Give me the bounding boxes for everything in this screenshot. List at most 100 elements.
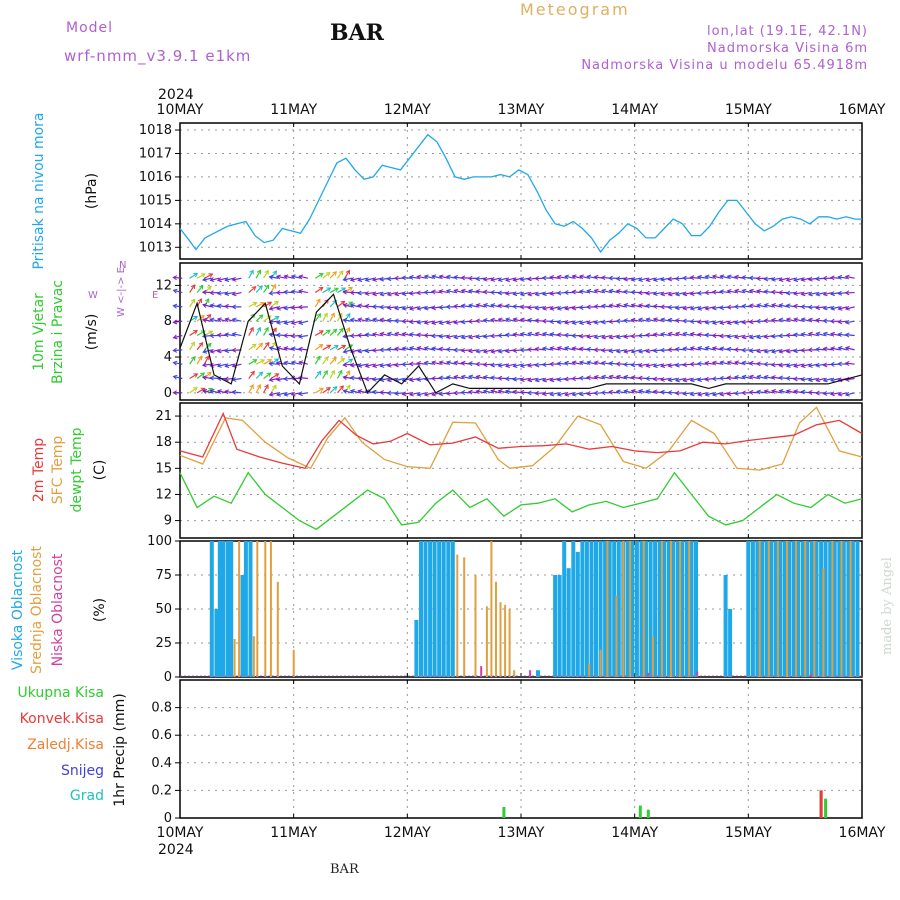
wind-arrow-head [224,317,230,323]
bar [804,541,807,677]
wind-arrow-head [275,376,281,382]
wind-arrow [173,276,183,279]
bar [474,575,477,677]
wind-arrow-head [571,346,577,352]
y-tick-label: 1016 [139,170,172,185]
wind-arrow-head [542,377,547,383]
wind-arrow-head [371,332,377,337]
date-label-bottom: 11MAY [270,825,317,841]
wind-arrow [697,276,707,279]
wind-arrow-head [600,390,606,396]
wind-arrow-head [763,361,769,367]
wind-arrow-head [438,391,444,397]
wind-arrow-head [593,347,599,353]
wind-arrow-head [209,362,215,368]
wind-arrow [816,377,826,382]
wind-arrow-head [638,348,643,354]
wind-arrow-head [348,286,354,292]
wind-arrow-head [556,290,562,296]
wind-arrow [594,320,604,324]
bar [662,541,667,677]
wind-arrow-head [431,320,437,326]
wind-arrow [845,362,855,365]
wind-arrow [564,306,574,310]
wind-arrow-head [770,317,776,323]
bar [755,541,760,677]
wind-arrow [189,299,196,308]
wind-arrow [520,333,530,337]
wind-arrow-head [645,363,651,368]
wind-arrow-head [339,327,344,333]
precip-legend-total: Ukupna Kisa [17,685,104,701]
wind-arrow-head [830,291,835,297]
wind-arrow-head [283,346,289,352]
wind-arrow-head [549,275,554,280]
wind-arrow-head [445,288,451,294]
wind-arrow-head [734,319,739,325]
wind-arrow-head [793,348,798,354]
wind-arrow [263,315,272,322]
wind-arrow-head [815,346,820,352]
wind-arrow [587,320,597,324]
wind-arrow-head [741,347,746,353]
date-label-bottom: 15MAY [725,825,772,841]
wind-arrow [816,363,826,367]
wind-arrow-head [401,331,407,337]
wind-arrow [424,306,434,310]
wind-arrow-head [571,391,577,397]
precip-unit: 1hr Precip (mm) [112,693,128,806]
y-tick-label: 0 [164,811,172,826]
wind-arrow [742,289,752,294]
wind-arrow-head [837,346,843,351]
wind-arrow-head [393,318,399,324]
wind-arrow [337,344,346,351]
wind-arrow-head [623,361,628,367]
wind-arrow-head [527,291,533,297]
wind-arrow [358,390,368,394]
wind-arrow-head [726,333,732,339]
wind-arrow [520,363,530,367]
wind-arrow-head [453,334,459,340]
wind-arrow-head [326,344,332,350]
wind-arrow-head [734,334,739,340]
wind-arrow [365,277,375,281]
wind-arrow-head [600,303,606,309]
wind-arrow-head [593,288,599,294]
wind-arrow-head [460,275,466,281]
wind-arrow-head [527,276,532,282]
wind-arrow-head [349,362,355,368]
wind-arrow [683,306,693,310]
wind-arrow-head [202,303,208,308]
wind-arrow [801,377,811,381]
date-label-bottom: 16MAY [839,825,886,841]
wind-arrow [601,375,611,380]
wind-arrow-head [172,360,178,366]
wind-arrow [720,320,730,325]
wind-arrow [255,384,261,394]
wind-arrow-head [660,291,666,297]
wind-arrow [616,277,626,280]
wind-arrow-head [815,317,821,323]
wind-arrow [697,392,707,396]
wind-arrow-head [202,348,208,354]
wind-arrow [734,276,744,279]
wind-arrow-head [438,333,444,339]
y-tick-label: 18 [155,435,172,450]
wind-arrow-head [475,318,480,324]
wind-arrow-head [564,346,570,351]
wind-arrow-head [586,304,591,310]
wind-arrow-head [726,274,732,280]
wind-arrow-head [401,377,407,383]
wind-arrow-head [615,348,621,354]
bar [490,541,493,677]
wind-arrow-head [778,277,784,282]
wind-arrow-head [193,329,198,335]
wind-arrow-head [298,320,304,326]
wind-arrow-head [549,319,554,325]
bar [814,541,819,677]
wind-arrow-head [504,303,510,309]
wind-arrow [579,377,589,380]
wind-arrow-head [623,334,628,339]
wind-arrow-head [608,348,614,354]
wind-arrow-head [519,276,525,282]
